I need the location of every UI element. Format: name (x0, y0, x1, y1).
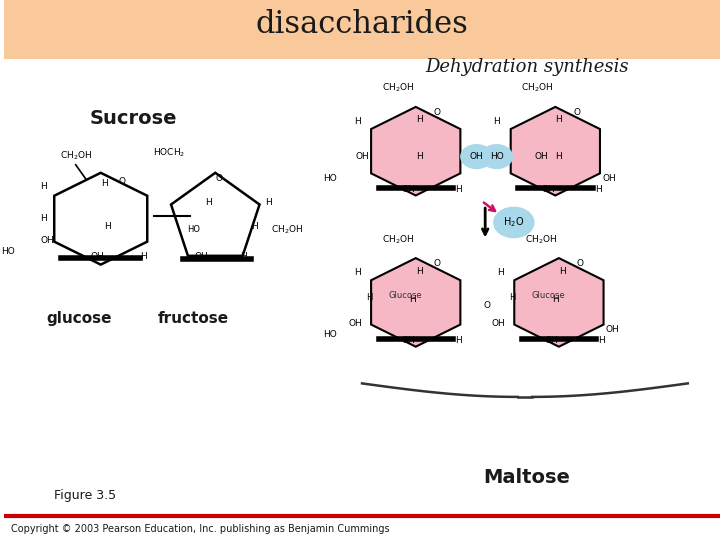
Circle shape (461, 145, 492, 168)
Text: H: H (509, 293, 516, 301)
FancyBboxPatch shape (4, 0, 720, 59)
Text: H: H (366, 293, 372, 301)
Text: OH: OH (545, 336, 559, 345)
Text: CH$_2$OH: CH$_2$OH (521, 82, 554, 94)
Text: H: H (556, 116, 562, 124)
Polygon shape (371, 107, 460, 195)
Text: O: O (484, 301, 491, 309)
Text: HO: HO (323, 174, 337, 183)
Text: OH: OH (194, 252, 208, 261)
Text: CH$_2$OH: CH$_2$OH (382, 233, 414, 246)
Text: HO: HO (187, 225, 200, 234)
Text: H: H (595, 185, 602, 193)
Text: O: O (573, 108, 580, 117)
Text: OH: OH (402, 336, 415, 345)
Text: H: H (204, 198, 212, 207)
Text: Glucose: Glucose (388, 292, 422, 300)
Text: HOCH$_2$: HOCH$_2$ (153, 147, 185, 159)
Text: H: H (40, 214, 47, 223)
Text: glucose: glucose (47, 311, 112, 326)
Polygon shape (510, 107, 600, 195)
Text: H: H (598, 336, 606, 345)
Text: OH: OH (602, 174, 616, 183)
Text: H: H (416, 116, 423, 124)
Text: H: H (416, 152, 423, 161)
Text: OH: OH (402, 185, 415, 193)
Text: H: H (354, 117, 361, 126)
Text: OH: OH (355, 152, 369, 161)
Text: CH$_2$OH: CH$_2$OH (382, 82, 414, 94)
Text: CH$_2$OH: CH$_2$OH (271, 223, 303, 236)
Text: HO: HO (1, 247, 14, 255)
Text: OH: OH (541, 185, 555, 193)
Text: H$_2$O: H$_2$O (503, 215, 524, 230)
Text: CH$_2$OH: CH$_2$OH (525, 233, 557, 246)
Text: O: O (577, 259, 584, 268)
Text: OH: OH (606, 325, 619, 334)
Text: H: H (552, 295, 559, 304)
Text: H: H (140, 252, 147, 261)
Text: H: H (251, 222, 258, 231)
Text: fructose: fructose (158, 311, 230, 326)
Text: H: H (354, 268, 361, 277)
Text: Sucrose: Sucrose (89, 109, 176, 129)
Text: O: O (433, 259, 441, 268)
Polygon shape (54, 173, 147, 265)
Circle shape (481, 145, 513, 168)
Text: Dehydration synthesis: Dehydration synthesis (425, 58, 629, 77)
Text: disaccharides: disaccharides (256, 9, 469, 40)
Text: H: H (240, 252, 247, 261)
Text: HO: HO (490, 152, 503, 161)
Text: H: H (493, 117, 500, 126)
Text: OH: OH (348, 320, 361, 328)
Text: OH: OH (534, 152, 548, 161)
Text: HO: HO (323, 330, 337, 339)
Text: OH: OH (90, 252, 104, 261)
Text: H: H (40, 182, 47, 191)
Text: H: H (104, 222, 112, 231)
Text: CH$_2$OH: CH$_2$OH (60, 150, 92, 162)
Text: H: H (455, 185, 462, 193)
Polygon shape (514, 258, 603, 347)
Text: OH: OH (469, 152, 483, 161)
Text: H: H (497, 268, 503, 277)
Polygon shape (371, 258, 460, 347)
Text: H: H (409, 295, 415, 304)
Text: OH: OH (491, 320, 505, 328)
Polygon shape (171, 173, 259, 256)
Text: Maltose: Maltose (483, 468, 570, 488)
Text: H: H (556, 152, 562, 161)
Text: H: H (101, 179, 108, 188)
Text: Glucose: Glucose (531, 292, 565, 300)
Text: O: O (433, 108, 441, 117)
Text: H: H (266, 198, 272, 207)
Text: H: H (416, 267, 423, 275)
Circle shape (494, 207, 534, 238)
Text: OH: OH (40, 236, 54, 245)
Text: O: O (119, 178, 126, 186)
Text: H: H (455, 336, 462, 345)
Text: O: O (215, 174, 222, 183)
Text: Figure 3.5: Figure 3.5 (54, 489, 117, 502)
Text: Copyright © 2003 Pearson Education, Inc. publishing as Benjamin Cummings: Copyright © 2003 Pearson Education, Inc.… (12, 523, 390, 534)
Text: H: H (559, 267, 566, 275)
